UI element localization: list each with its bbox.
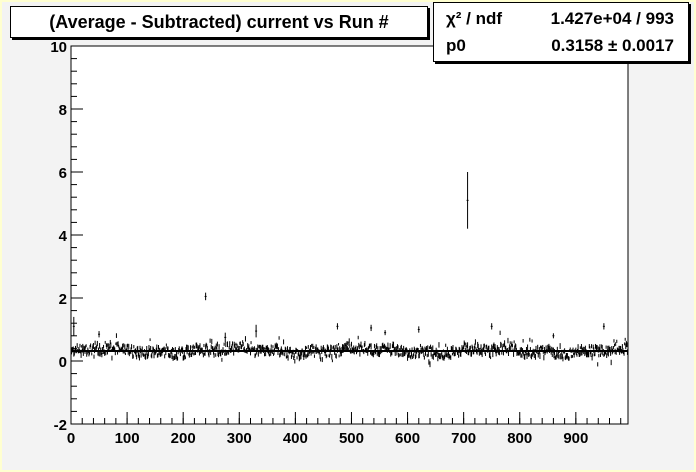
x-tick-label: 0 [67, 430, 75, 447]
y-tick-label: -2 [54, 417, 67, 434]
p0-value: 0.3158 ± 0.0017 [551, 36, 674, 55]
plot-frame [70, 45, 629, 425]
x-tick-label: 100 [115, 430, 140, 447]
x-tick-label: 300 [227, 430, 252, 447]
p0-error: 0.0017 [622, 36, 674, 55]
x-tick-label: 900 [563, 430, 588, 447]
p0-number: 0.3158 [551, 36, 604, 55]
y-tick-label: 0 [59, 354, 67, 371]
chi2-value: 1.427e+04 / 993 [550, 9, 674, 28]
p0-label: p0 [446, 36, 466, 55]
x-tick-label: 800 [507, 430, 532, 447]
x-tick-label: 600 [395, 430, 420, 447]
x-tick-label: 500 [339, 430, 364, 447]
y-tick-label: 10 [50, 39, 67, 56]
stats-row-chi2: χ² / ndf 1.427e+04 / 993 [444, 6, 680, 32]
x-tick-label: 200 [171, 430, 196, 447]
fit-stats-box: χ² / ndf 1.427e+04 / 993 p0 0.3158 ± 0.0… [433, 2, 689, 62]
chart-title-text: (Average - Subtracted) current vs Run # [49, 12, 389, 32]
chi2-label: χ² / ndf [446, 9, 503, 28]
y-tick-label: 2 [59, 291, 67, 308]
x-tick-label: 700 [451, 430, 476, 447]
y-tick-label: 4 [59, 228, 68, 245]
y-tick-label: 6 [59, 165, 67, 182]
x-tick-label: 400 [283, 430, 308, 447]
chart-title: (Average - Subtracted) current vs Run # [10, 6, 428, 38]
stats-row-p0: p0 0.3158 ± 0.0017 [444, 33, 680, 59]
y-tick-label: 8 [59, 102, 67, 119]
